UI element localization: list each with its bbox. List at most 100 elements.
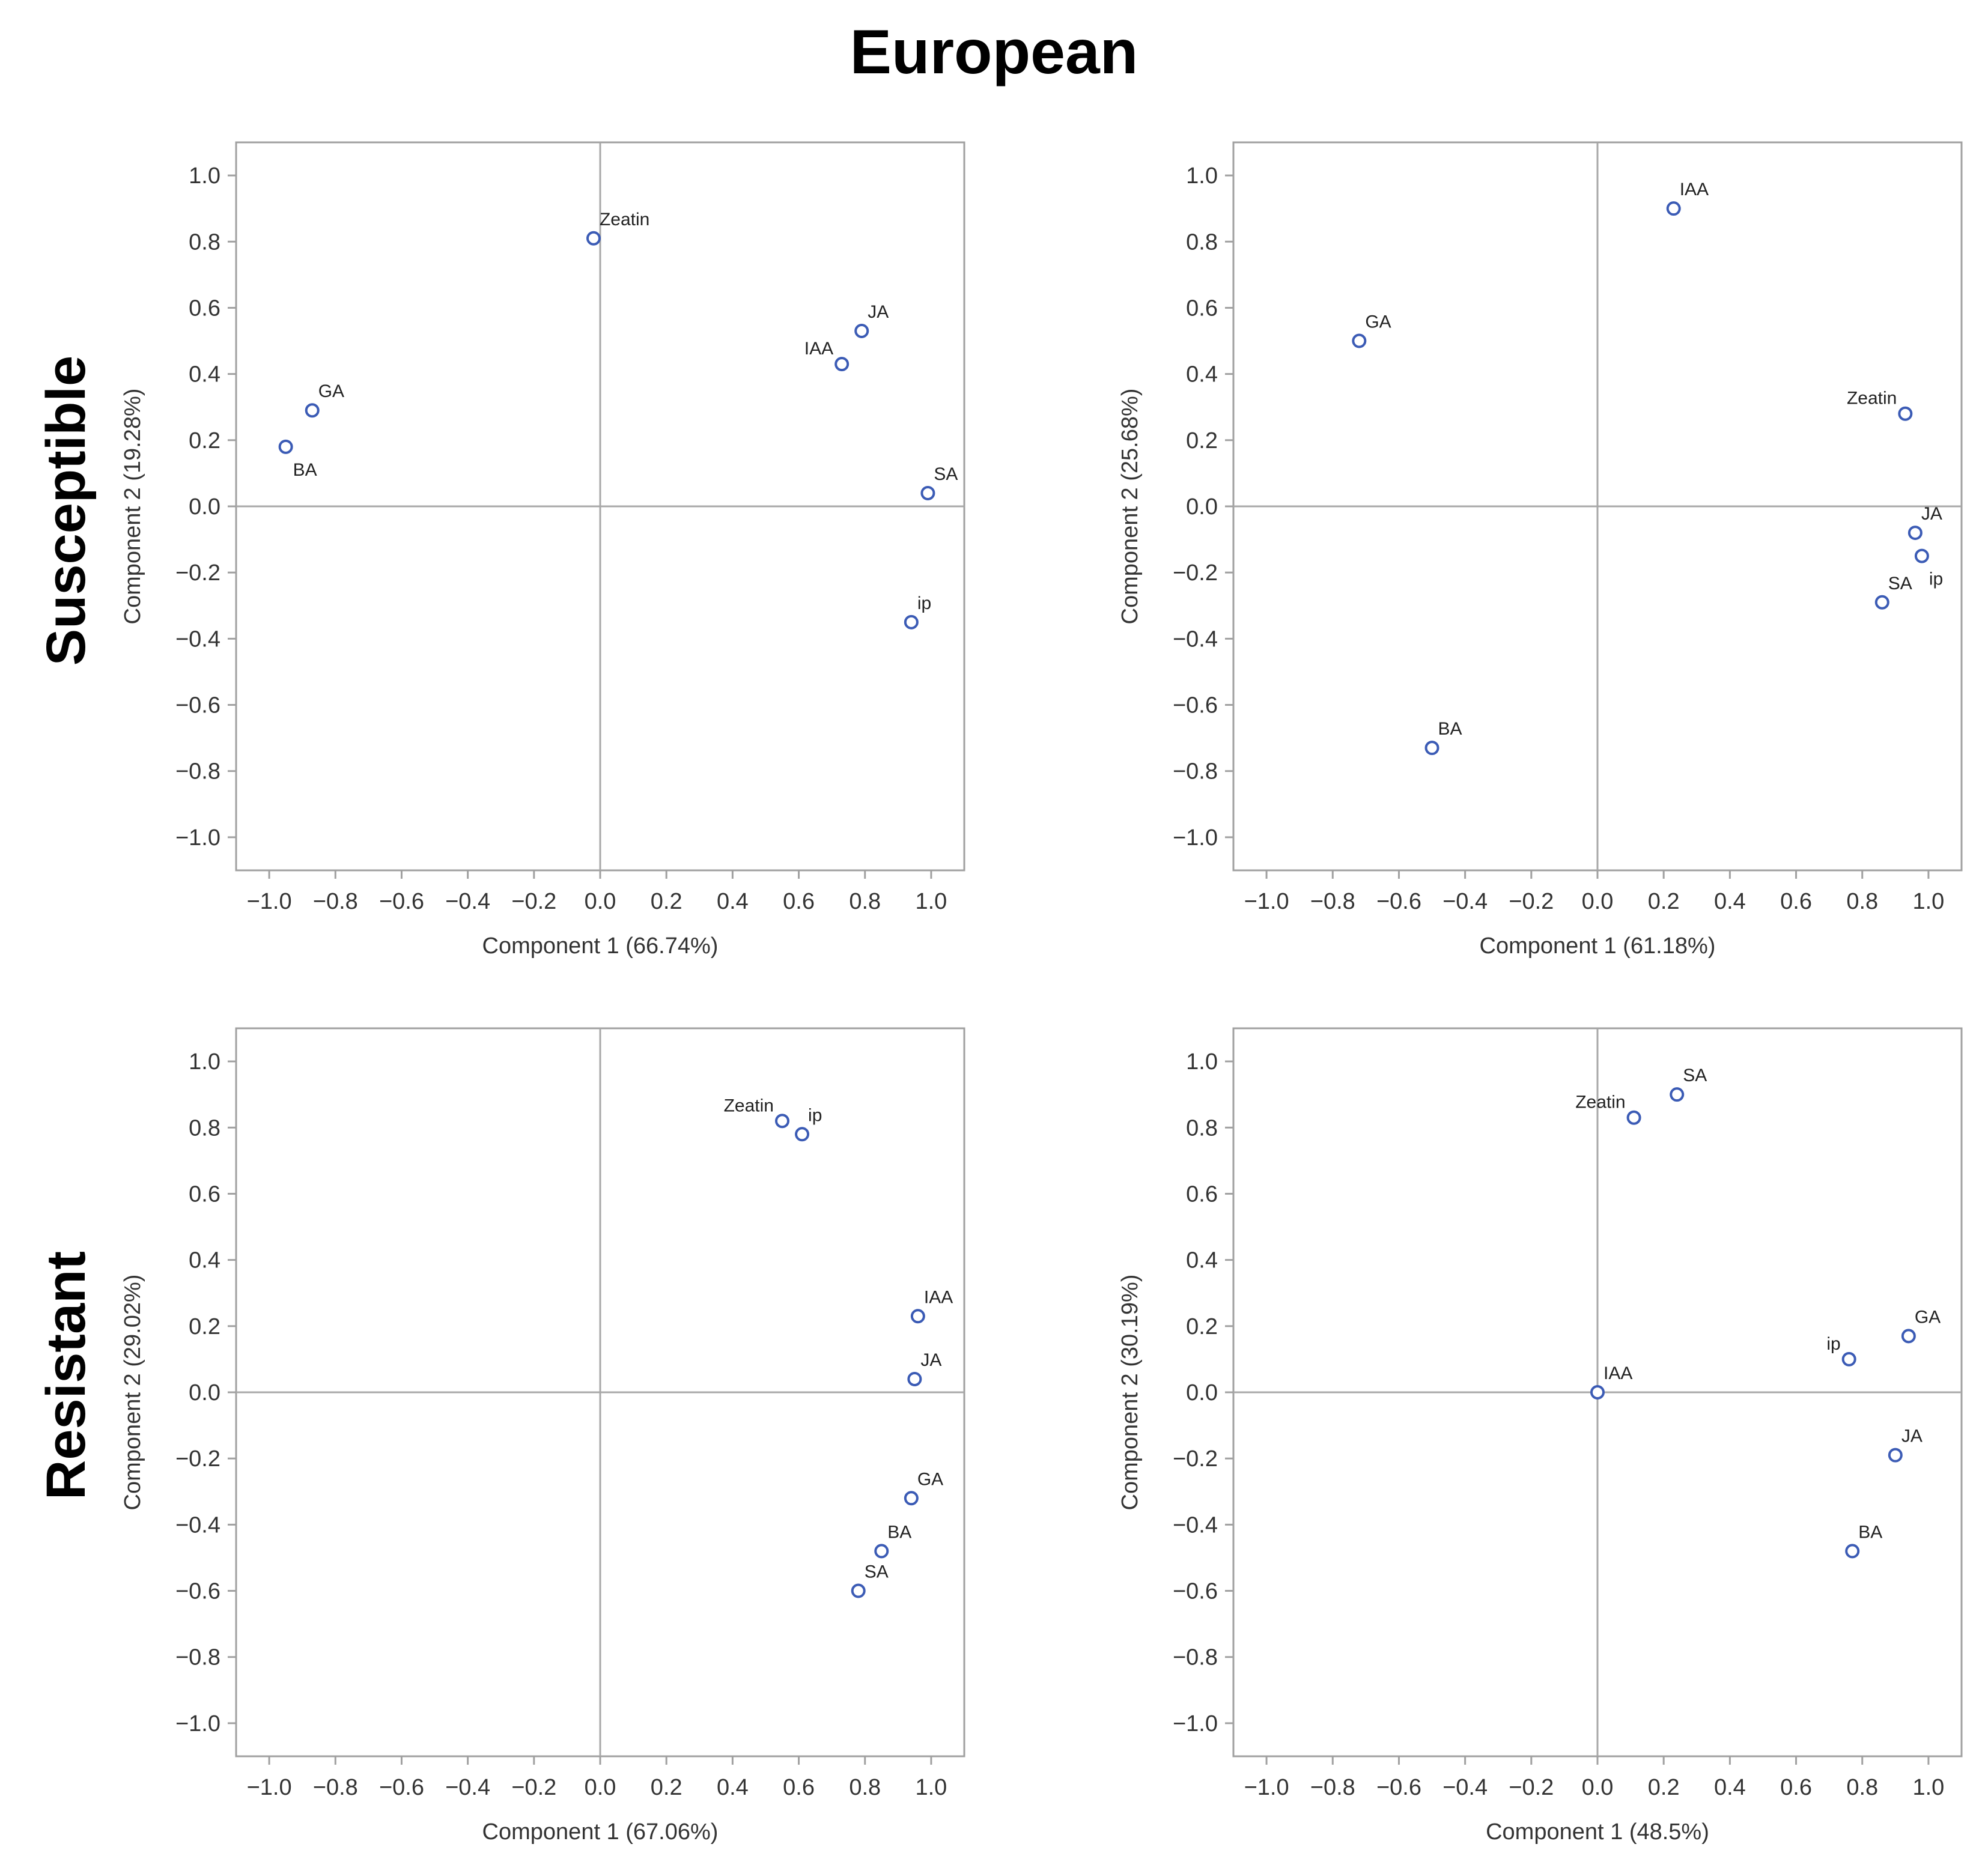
x-tick-label: −1.0	[247, 1775, 292, 1800]
y-tick-label: 0.6	[1186, 296, 1218, 321]
x-tick-label: 0.0	[585, 1775, 616, 1800]
x-tick-label: 0.2	[651, 889, 682, 914]
x-tick-label: −0.2	[511, 889, 556, 914]
x-tick-label: −0.4	[1442, 1775, 1488, 1800]
y-tick-label: −1.0	[1173, 1711, 1218, 1736]
y-tick-label: −0.8	[1173, 759, 1218, 784]
data-point-zeatin	[586, 231, 601, 246]
x-tick-label: 1.0	[915, 1775, 947, 1800]
y-tick-label: 0.0	[1186, 1380, 1218, 1406]
y-tick-label: −0.6	[1173, 1579, 1218, 1604]
data-point-iaa	[1666, 201, 1681, 216]
y-tick-label: 0.8	[189, 1115, 220, 1141]
data-point-sa	[920, 485, 935, 500]
x-tick-label: −0.6	[1376, 1775, 1421, 1800]
data-label-ja: JA	[920, 1350, 941, 1370]
data-label-sa: SA	[1683, 1066, 1707, 1085]
y-tick-label: 0.2	[189, 1314, 220, 1339]
data-point-ga	[305, 403, 320, 418]
x-tick-label: 0.0	[1582, 889, 1614, 914]
x-tick-label: 0.6	[783, 889, 815, 914]
data-label-ja: JA	[1921, 504, 1942, 524]
data-label-iaa: IAA	[924, 1287, 953, 1307]
data-label-ba: BA	[1858, 1522, 1882, 1542]
data-point-zeatin	[1898, 406, 1913, 421]
data-label-sa: SA	[865, 1562, 889, 1582]
y-tick-label: 1.0	[1186, 163, 1218, 189]
y-tick-label: 0.4	[1186, 1248, 1218, 1273]
y-tick-label: 1.0	[189, 163, 220, 189]
data-point-ga	[1352, 333, 1367, 348]
data-point-ba	[1845, 1544, 1860, 1559]
y-tick-label: −0.8	[1173, 1645, 1218, 1670]
x-tick-label: 0.0	[1582, 1775, 1614, 1800]
data-label-ga: GA	[1365, 312, 1391, 332]
data-label-zeatin: Zeatin	[600, 210, 649, 229]
y-tick-label: 0.0	[1186, 494, 1218, 520]
x-tick-label: 0.6	[1780, 1775, 1812, 1800]
y-tick-label: −0.6	[175, 1579, 220, 1604]
data-label-sa: SA	[1888, 574, 1912, 593]
y-tick-label: 0.2	[1186, 1314, 1218, 1339]
y-tick-label: 1.0	[189, 1049, 220, 1075]
data-point-iaa	[834, 357, 850, 372]
x-tick-label: −0.4	[445, 889, 490, 914]
data-point-sa	[1670, 1087, 1685, 1102]
x-tick-label: 0.6	[1780, 889, 1812, 914]
page-title: European	[850, 17, 1138, 87]
data-point-ja	[907, 1371, 922, 1386]
y-tick-label: −1.0	[1173, 825, 1218, 851]
y-tick-label: 0.6	[189, 296, 220, 321]
y-tick-label: −1.0	[175, 1711, 220, 1736]
y-tick-label: −0.8	[175, 1645, 220, 1670]
y-tick-label: 0.4	[189, 362, 220, 387]
y-tick-label: −0.6	[1173, 693, 1218, 718]
x-tick-label: −0.2	[1509, 1775, 1554, 1800]
x-tick-label: −0.4	[1442, 889, 1488, 914]
x-tick-label: 0.8	[1846, 1775, 1878, 1800]
y-tick-label: 0.4	[1186, 362, 1218, 387]
data-point-ip	[1841, 1351, 1856, 1366]
x-tick-label: −0.6	[379, 889, 424, 914]
y-tick-label: 0.8	[189, 229, 220, 255]
data-point-ba	[874, 1544, 889, 1559]
data-label-iaa: IAA	[1680, 180, 1709, 199]
data-label-ip: ip	[808, 1105, 822, 1125]
x-axis-label: Component 1 (48.5%)	[1486, 1819, 1709, 1845]
data-label-ga: GA	[1915, 1307, 1941, 1327]
x-axis-label: Component 1 (61.18%)	[1480, 933, 1716, 959]
y-tick-label: −0.4	[1173, 626, 1218, 652]
data-label-iaa: IAA	[804, 339, 833, 359]
data-label-ja: JA	[868, 302, 889, 322]
y-tick-label: −0.4	[175, 1512, 220, 1538]
x-tick-label: 0.8	[1846, 889, 1878, 914]
y-tick-label: −1.0	[175, 825, 220, 851]
x-tick-label: 0.0	[585, 889, 616, 914]
y-tick-label: −0.4	[175, 626, 220, 652]
x-tick-label: 1.0	[915, 889, 947, 914]
x-tick-label: 0.2	[1648, 1775, 1680, 1800]
y-tick-label: 0.6	[1186, 1181, 1218, 1207]
x-tick-label: −0.2	[511, 1775, 556, 1800]
data-point-zeatin	[775, 1114, 789, 1129]
y-tick-label: −0.8	[175, 759, 220, 784]
x-tick-label: 0.2	[1648, 889, 1680, 914]
data-point-ba	[1424, 741, 1439, 756]
chart-panel-1: −1.0 −0.8 −0.6 −0.4 −0.2 0.0 0.2 0.4 0.6 0.8 1.0 −1…	[1117, 141, 1963, 959]
data-point-zeatin	[1626, 1110, 1641, 1125]
data-label-sa: SA	[934, 464, 958, 484]
y-tick-label: 0.4	[189, 1248, 220, 1273]
x-tick-label: 0.8	[849, 889, 881, 914]
x-tick-label: −0.6	[1376, 889, 1421, 914]
x-tick-label: 0.4	[717, 889, 749, 914]
x-tick-label: −0.2	[1509, 889, 1554, 914]
data-point-ja	[1907, 526, 1923, 541]
x-tick-label: −0.8	[1310, 889, 1355, 914]
data-label-iaa: IAA	[1603, 1363, 1632, 1383]
data-point-sa	[1874, 595, 1889, 610]
y-tick-label: −0.4	[1173, 1512, 1218, 1538]
data-point-ga	[904, 1491, 919, 1506]
data-label-ip: ip	[917, 593, 931, 613]
x-tick-label: 0.4	[717, 1775, 749, 1800]
